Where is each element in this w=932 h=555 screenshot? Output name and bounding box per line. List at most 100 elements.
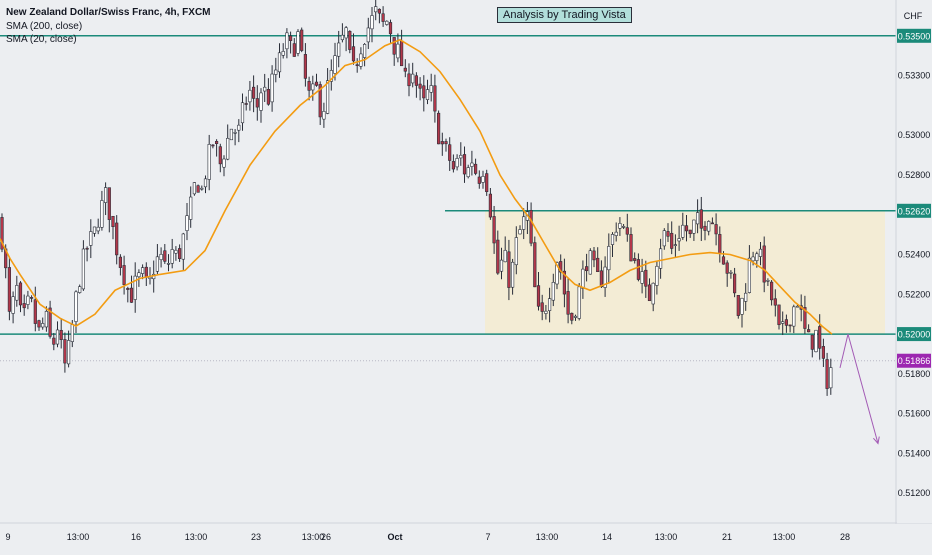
candle-bullish[interactable] <box>104 187 108 203</box>
candle-bullish[interactable] <box>166 263 171 265</box>
candle-bearish[interactable] <box>570 312 574 321</box>
candle-bullish[interactable] <box>277 52 282 73</box>
candle-bullish[interactable] <box>11 296 15 314</box>
candle-bullish[interactable] <box>155 256 160 272</box>
candle-bearish[interactable] <box>507 251 511 288</box>
candle-bullish[interactable] <box>81 248 85 290</box>
candle-bullish[interactable] <box>547 298 552 311</box>
candle-bullish[interactable] <box>766 280 770 282</box>
candle-bearish[interactable] <box>477 176 481 184</box>
candle-bearish[interactable] <box>721 256 726 265</box>
candle-bullish[interactable] <box>74 291 78 322</box>
candle-bullish[interactable] <box>329 70 333 82</box>
candle-bearish[interactable] <box>596 257 600 272</box>
candle-bullish[interactable] <box>621 226 626 228</box>
candle-bullish[interactable] <box>681 224 685 238</box>
candle-bearish[interactable] <box>496 239 500 274</box>
candle-bearish[interactable] <box>388 22 393 35</box>
candle-bearish[interactable] <box>7 267 12 312</box>
candle-bearish[interactable] <box>244 103 248 105</box>
candle-bullish[interactable] <box>499 259 504 272</box>
candle-bearish[interactable] <box>48 307 52 337</box>
candle-bearish[interactable] <box>303 54 308 79</box>
candle-bearish[interactable] <box>37 320 41 328</box>
candle-bearish[interactable] <box>777 304 781 326</box>
candle-bullish[interactable] <box>651 282 655 305</box>
candle-bearish[interactable] <box>644 269 648 287</box>
candle-bullish[interactable] <box>707 221 711 232</box>
candle-bearish[interactable] <box>129 287 134 303</box>
candle-bullish[interactable] <box>695 212 700 225</box>
candle-bullish[interactable] <box>747 257 751 293</box>
candle-bullish[interactable] <box>555 262 559 285</box>
candle-bullish[interactable] <box>662 230 666 247</box>
candle-bullish[interactable] <box>189 196 193 220</box>
candle-bullish[interactable] <box>181 233 185 260</box>
candle-bullish[interactable] <box>551 282 555 301</box>
candle-bullish[interactable] <box>263 86 267 92</box>
candle-bearish[interactable] <box>788 324 792 327</box>
candle-bearish[interactable] <box>714 224 718 235</box>
candle-bearish[interactable] <box>33 299 37 324</box>
candle-bullish[interactable] <box>503 249 507 263</box>
candle-bearish[interactable] <box>29 297 34 299</box>
candle-bullish[interactable] <box>610 234 615 245</box>
candle-bearish[interactable] <box>314 81 319 86</box>
candle-bearish[interactable] <box>806 329 811 333</box>
candle-bearish[interactable] <box>592 250 596 261</box>
candle-bearish[interactable] <box>803 307 807 329</box>
candle-bearish[interactable] <box>178 248 182 259</box>
candle-bullish[interactable] <box>185 215 189 231</box>
candle-bullish[interactable] <box>366 27 370 43</box>
symbol-title[interactable]: New Zealand Dollar/Swiss Franc, 4h, FXCM <box>6 7 211 18</box>
candle-bearish[interactable] <box>633 258 637 261</box>
candle-bullish[interactable] <box>429 85 433 93</box>
candle-bullish[interactable] <box>240 102 245 124</box>
candle-bearish[interactable] <box>485 173 489 193</box>
sma-20-line[interactable] <box>0 38 833 335</box>
candle-bullish[interactable] <box>374 6 378 13</box>
candle-bearish[interactable] <box>647 284 652 302</box>
candle-bullish[interactable] <box>603 266 607 288</box>
candle-bearish[interactable] <box>126 288 130 290</box>
candle-bearish[interactable] <box>163 250 167 262</box>
candle-bullish[interactable] <box>296 31 300 54</box>
price-axis-panel[interactable] <box>897 0 932 523</box>
sma-20-indicator[interactable]: SMA (20, close) <box>6 34 77 45</box>
candle-bullish[interactable] <box>692 219 696 234</box>
candle-bullish[interactable] <box>618 223 622 229</box>
candle-bearish[interactable] <box>736 295 740 316</box>
candle-bearish[interactable] <box>381 13 385 22</box>
candle-bearish[interactable] <box>348 30 352 50</box>
candle-bearish[interactable] <box>540 302 544 312</box>
candle-bullish[interactable] <box>459 154 463 159</box>
candle-bearish[interactable] <box>422 85 426 99</box>
candle-bullish[interactable] <box>370 15 374 30</box>
candle-bullish[interactable] <box>344 27 348 39</box>
range-zone[interactable] <box>485 210 885 335</box>
candle-bullish[interactable] <box>233 132 237 134</box>
candle-bullish[interactable] <box>325 80 330 114</box>
candle-bearish[interactable] <box>488 193 493 218</box>
candle-bullish[interactable] <box>207 144 211 180</box>
candle-bullish[interactable] <box>192 182 197 195</box>
candle-bearish[interactable] <box>533 242 537 288</box>
candle-bearish[interactable] <box>784 319 788 326</box>
candle-bullish[interactable] <box>92 226 97 234</box>
candle-bearish[interactable] <box>599 270 603 288</box>
candle-bullish[interactable] <box>522 216 526 230</box>
candle-bullish[interactable] <box>744 292 748 302</box>
candle-bearish[interactable] <box>732 273 737 294</box>
candle-bearish[interactable] <box>52 337 56 345</box>
candle-bullish[interactable] <box>577 286 581 319</box>
candle-bullish[interactable] <box>78 286 82 293</box>
candle-bearish[interactable] <box>196 185 200 193</box>
candle-bullish[interactable] <box>758 248 763 257</box>
candle-bullish[interactable] <box>411 73 415 84</box>
candle-bullish[interactable] <box>755 253 759 261</box>
candle-bullish[interactable] <box>333 55 337 74</box>
candle-bearish[interactable] <box>462 154 467 175</box>
candle-bullish[interactable] <box>15 285 19 301</box>
candle-bearish[interactable] <box>625 227 629 235</box>
candle-bullish[interactable] <box>237 124 241 131</box>
